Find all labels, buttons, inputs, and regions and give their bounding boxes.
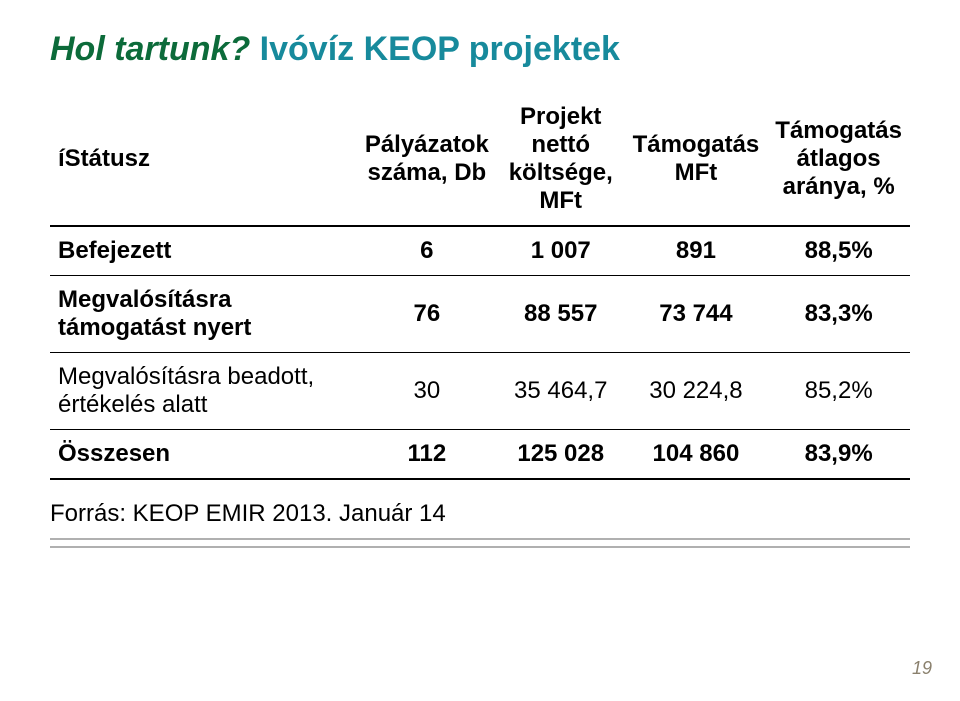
title-part-1: Hol tartunk? bbox=[50, 30, 250, 68]
cell-count: 76 bbox=[357, 275, 497, 352]
cell-supp: 73 744 bbox=[625, 275, 768, 352]
header-cost: Projekt nettó költsége, MFt bbox=[497, 93, 625, 226]
cell-avg: 88,5% bbox=[767, 226, 910, 276]
table-row: Megvalósításra támogatást nyert 76 88 55… bbox=[50, 275, 910, 352]
table-row: Összesen 112 125 028 104 860 83,9% bbox=[50, 429, 910, 479]
cell-cost: 1 007 bbox=[497, 226, 625, 276]
table-header-row: íStátusz Pályázatok száma, Db Projekt ne… bbox=[50, 93, 910, 226]
table-row: Befejezett 6 1 007 891 88,5% bbox=[50, 226, 910, 276]
cell-status: Összesen bbox=[50, 429, 357, 479]
slide: Hol tartunk? Ivóvíz KEOP projektek íStát… bbox=[0, 0, 960, 701]
cell-avg: 85,2% bbox=[767, 352, 910, 429]
cell-status: Megvalósításra támogatást nyert bbox=[50, 275, 357, 352]
header-count: Pályázatok száma, Db bbox=[357, 93, 497, 226]
title-part-2: Ivóvíz KEOP projektek bbox=[260, 30, 620, 68]
cell-cost: 125 028 bbox=[497, 429, 625, 479]
header-avg: Támogatás átlagos aránya, % bbox=[767, 93, 910, 226]
cell-cost: 88 557 bbox=[497, 275, 625, 352]
cell-supp: 891 bbox=[625, 226, 768, 276]
table-row: Megvalósításra beadott, értékelés alatt … bbox=[50, 352, 910, 429]
cell-count: 112 bbox=[357, 429, 497, 479]
cell-avg: 83,9% bbox=[767, 429, 910, 479]
cell-supp: 104 860 bbox=[625, 429, 768, 479]
divider bbox=[50, 546, 910, 548]
cell-status: Befejezett bbox=[50, 226, 357, 276]
table-body: Befejezett 6 1 007 891 88,5% Megvalósítá… bbox=[50, 226, 910, 479]
cell-cost: 35 464,7 bbox=[497, 352, 625, 429]
header-support: Támogatás MFt bbox=[625, 93, 768, 226]
source-line: Forrás: KEOP EMIR 2013. Január 14 bbox=[50, 500, 910, 540]
page-number: 19 bbox=[912, 658, 932, 679]
cell-count: 30 bbox=[357, 352, 497, 429]
slide-title: Hol tartunk? Ivóvíz KEOP projektek bbox=[50, 28, 910, 71]
cell-avg: 83,3% bbox=[767, 275, 910, 352]
header-status: íStátusz bbox=[50, 93, 357, 226]
cell-supp: 30 224,8 bbox=[625, 352, 768, 429]
cell-count: 6 bbox=[357, 226, 497, 276]
cell-status: Megvalósításra beadott, értékelés alatt bbox=[50, 352, 357, 429]
data-table: íStátusz Pályázatok száma, Db Projekt ne… bbox=[50, 93, 910, 480]
